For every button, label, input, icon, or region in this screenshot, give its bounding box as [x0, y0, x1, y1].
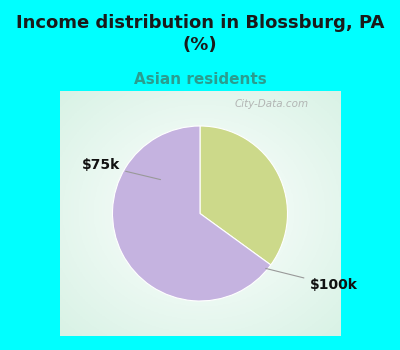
Text: Asian residents: Asian residents — [134, 72, 266, 87]
Text: $75k: $75k — [82, 158, 160, 180]
Text: $100k: $100k — [266, 268, 357, 292]
Text: Income distribution in Blossburg, PA
(%): Income distribution in Blossburg, PA (%) — [16, 14, 384, 54]
Wedge shape — [112, 126, 271, 301]
Wedge shape — [200, 126, 288, 265]
Text: City-Data.com: City-Data.com — [235, 99, 309, 109]
